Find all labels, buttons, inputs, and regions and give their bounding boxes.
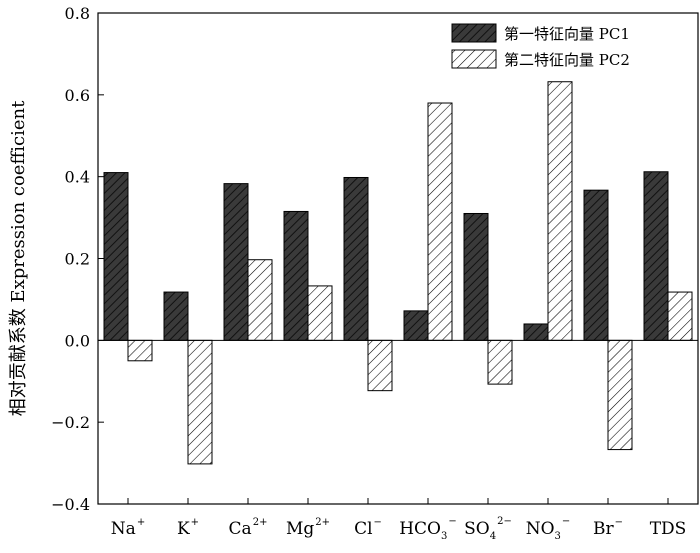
y-tick-label: −0.4 bbox=[51, 495, 90, 514]
x-tick-label: Br− bbox=[593, 517, 623, 539]
x-tick-label: HCO3− bbox=[399, 516, 457, 542]
bar-pc1-7 bbox=[523, 323, 549, 341]
legend-swatch-pc1 bbox=[451, 23, 497, 43]
y-tick-label: −0.2 bbox=[51, 413, 90, 432]
y-tick-label: 0.6 bbox=[65, 86, 90, 105]
bar-pc2-2 bbox=[247, 259, 273, 341]
bar-pc2-6 bbox=[487, 339, 513, 385]
bar-pc1-3 bbox=[283, 210, 309, 341]
x-tick-label: SO42− bbox=[464, 516, 512, 542]
legend-label-pc2: 第二特征向量 PC2 bbox=[504, 51, 630, 69]
bar-pc2-0 bbox=[127, 339, 153, 362]
bar-pc2-7 bbox=[547, 81, 573, 341]
bar-pc1-8 bbox=[583, 189, 609, 341]
x-tick-label: NO3− bbox=[526, 516, 571, 542]
x-tick-label: K+ bbox=[177, 517, 199, 539]
legend: 第一特征向量 PC1 第二特征向量 PC2 bbox=[451, 23, 630, 69]
bar-pc1-9 bbox=[643, 171, 669, 341]
y-axis-title: 相对贡献系数 Expression coefficient bbox=[8, 100, 29, 416]
bar-pc2-8 bbox=[607, 339, 633, 451]
y-tick-label: 0.2 bbox=[65, 250, 90, 269]
bar-pc1-2 bbox=[223, 183, 249, 341]
bars-group bbox=[103, 81, 693, 465]
bar-pc2-4 bbox=[367, 339, 393, 392]
bar-pc2-9 bbox=[667, 291, 693, 341]
x-tick-label: TDS bbox=[650, 519, 687, 539]
bar-pc1-1 bbox=[163, 291, 189, 341]
bar-pc2-1 bbox=[187, 339, 213, 465]
bar-pc2-5 bbox=[427, 102, 453, 341]
y-tick-label: 0.0 bbox=[65, 331, 90, 350]
y-tick-label: 0.8 bbox=[65, 4, 90, 23]
bar-pc1-6 bbox=[463, 212, 489, 341]
x-tick-label: Cl− bbox=[354, 517, 382, 539]
x-tick-label: Ca2+ bbox=[229, 517, 268, 539]
legend-swatch-pc2 bbox=[451, 49, 497, 69]
y-tick-label: 0.4 bbox=[65, 168, 90, 187]
x-tick-label: Mg2+ bbox=[286, 517, 330, 539]
axes-group: −0.4 −0.2 0.0 0.2 0.4 0.6 0.8 Na+ K+ Ca2+ Mg2+ Cl− H… bbox=[8, 4, 699, 542]
x-tick-label: Na+ bbox=[111, 517, 145, 539]
bar-pc2-3 bbox=[307, 285, 333, 341]
bar-pc1-4 bbox=[343, 176, 369, 341]
bar-pc1-5 bbox=[403, 310, 429, 341]
legend-label-pc1: 第一特征向量 PC1 bbox=[504, 25, 630, 43]
bar-pc1-0 bbox=[103, 172, 129, 341]
